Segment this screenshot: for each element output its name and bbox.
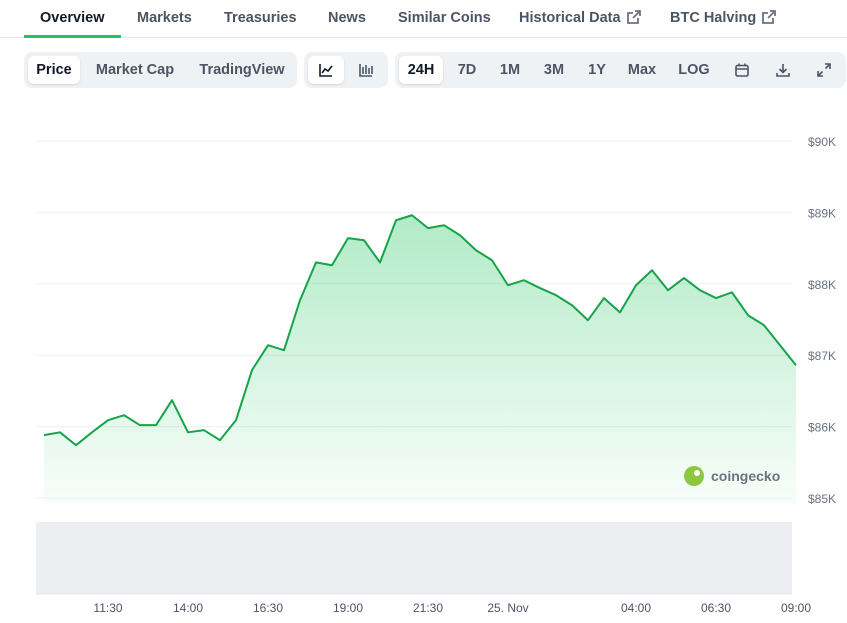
line-icon xyxy=(319,64,333,77)
tab[interactable]: BTC Halving xyxy=(670,10,777,26)
tab-label: BTC Halving xyxy=(670,10,757,26)
y-tick-label: $85K xyxy=(808,492,836,506)
fullscreen-button[interactable] xyxy=(810,56,838,84)
range-button[interactable]: Max xyxy=(627,62,657,78)
x-tick-label: 09:00 xyxy=(781,601,811,615)
line-chart-button[interactable] xyxy=(308,56,344,84)
price-line xyxy=(43,214,797,447)
download-button[interactable] xyxy=(769,56,797,84)
x-tick-label: 06:30 xyxy=(701,601,731,615)
external-icon xyxy=(762,10,777,24)
y-tick-label: $86K xyxy=(808,421,836,435)
calendar-icon xyxy=(735,63,749,77)
external-icon xyxy=(626,10,641,24)
range-group: 24H 7D 1M 3M 1Y Max LOG xyxy=(395,52,846,88)
view-group: Price Market Cap TradingView xyxy=(24,52,297,88)
x-tick-label: 16:30 xyxy=(253,601,283,615)
volume-area xyxy=(36,522,792,594)
logo-eye xyxy=(694,470,700,476)
range-button[interactable]: 1M xyxy=(499,62,521,78)
expand-icon xyxy=(817,63,831,77)
x-tick-label: 04:00 xyxy=(621,601,651,615)
tab[interactable]: Historical Data xyxy=(519,10,641,26)
download-icon xyxy=(776,64,790,77)
range-button[interactable]: 24H xyxy=(399,56,443,84)
x-tick-label: 14:00 xyxy=(173,601,203,615)
x-tick-label: 25. Nov xyxy=(487,601,528,615)
calendar-button[interactable] xyxy=(728,56,756,84)
range-button[interactable]: 1Y xyxy=(588,62,606,78)
view-button[interactable]: Market Cap xyxy=(95,62,175,78)
candle-chart-button[interactable] xyxy=(348,56,384,84)
tab[interactable]: Overview xyxy=(40,10,105,26)
view-button[interactable]: TradingView xyxy=(199,62,285,78)
tab[interactable]: Similar Coins xyxy=(398,10,491,26)
watermark: coingecko xyxy=(684,466,780,486)
tab-label: Historical Data xyxy=(519,10,621,26)
view-button[interactable]: Price xyxy=(28,56,80,84)
logo xyxy=(684,466,704,486)
x-tick-label: 21:30 xyxy=(413,601,443,615)
y-tick-label: $90K xyxy=(808,135,836,149)
tab[interactable]: Markets xyxy=(137,10,192,26)
tab[interactable]: Treasuries xyxy=(224,10,297,26)
range-button[interactable]: 7D xyxy=(457,62,477,78)
y-tick-label: $87K xyxy=(808,349,836,363)
y-tick-label: $88K xyxy=(808,278,836,292)
range-button[interactable]: 3M xyxy=(543,62,565,78)
chart-type-group xyxy=(304,52,388,88)
active-tab-indicator xyxy=(24,35,121,38)
watermark-text: coingecko xyxy=(711,468,780,484)
tab-divider xyxy=(0,37,847,38)
range-button[interactable]: LOG xyxy=(678,62,710,78)
x-tick-label: 19:00 xyxy=(333,601,363,615)
price-area xyxy=(44,215,796,504)
y-tick-label: $89K xyxy=(808,206,836,220)
tab[interactable]: News xyxy=(328,10,366,26)
candle-icon xyxy=(359,64,373,77)
x-tick-label: 11:30 xyxy=(93,601,122,615)
